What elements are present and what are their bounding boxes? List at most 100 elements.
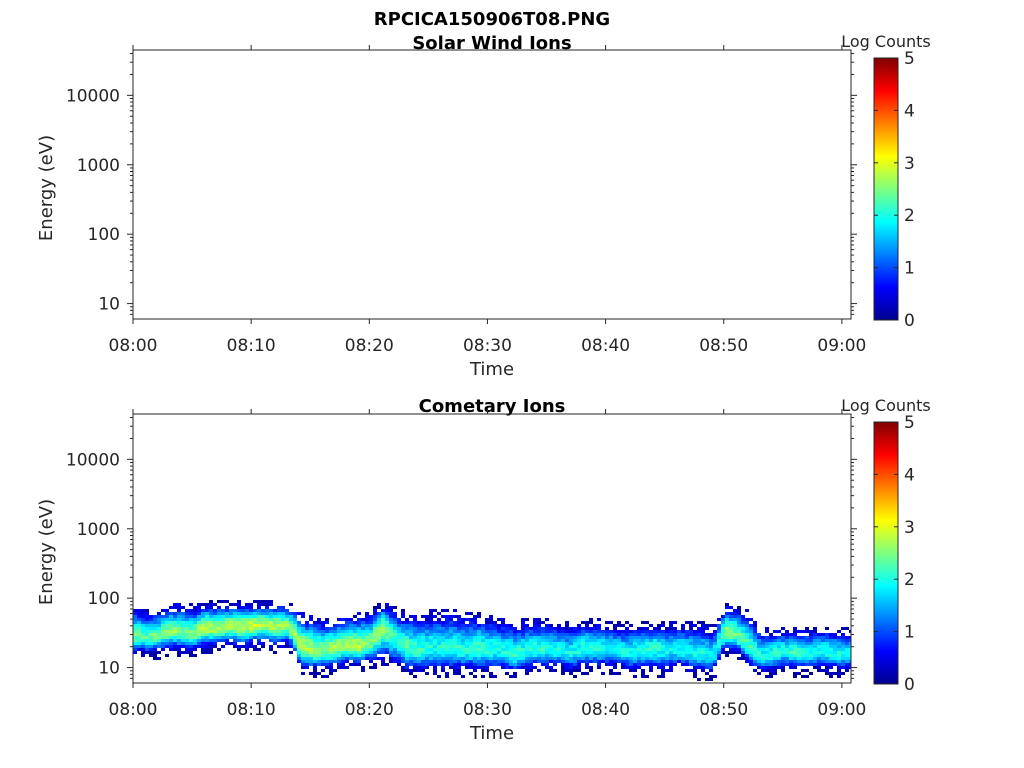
heatmap-cell	[641, 660, 645, 663]
heatmap-cell	[409, 633, 413, 636]
heatmap-cell	[561, 660, 565, 663]
heatmap-cell	[209, 609, 213, 612]
heatmap-cell	[189, 618, 193, 621]
heatmap-cell	[785, 654, 789, 657]
heatmap-cell	[625, 642, 629, 645]
heatmap-cell	[489, 672, 493, 675]
heatmap-cell	[473, 630, 477, 633]
heatmap-cell	[665, 636, 669, 639]
heatmap-cell	[353, 639, 357, 642]
heatmap-cell	[613, 636, 617, 639]
heatmap-cell	[413, 618, 417, 621]
heatmap-cell	[193, 633, 197, 636]
heatmap-cell	[593, 639, 597, 642]
heatmap-cell	[669, 663, 673, 666]
heatmap-cell	[217, 624, 221, 627]
heatmap-cell	[645, 639, 649, 642]
heatmap-cell	[133, 630, 137, 633]
heatmap-cell	[457, 672, 461, 675]
heatmap-cell	[713, 636, 717, 639]
heatmap-cell	[577, 633, 581, 636]
heatmap-cell	[253, 645, 257, 648]
heatmap-cell	[561, 645, 565, 648]
heatmap-cell	[657, 675, 661, 678]
heatmap-cell	[341, 633, 345, 636]
heatmap-cell	[433, 645, 437, 648]
heatmap-cell	[205, 606, 209, 609]
heatmap-cell	[357, 612, 361, 615]
heatmap-cell	[205, 609, 209, 612]
heatmap-cell	[801, 648, 805, 651]
heatmap-cell	[429, 654, 433, 657]
heatmap-cell	[145, 621, 149, 624]
heatmap-cell	[573, 642, 577, 645]
heatmap-cell	[629, 639, 633, 642]
heatmap-cell	[465, 627, 469, 630]
heatmap-cell	[625, 651, 629, 654]
heatmap-cell	[269, 636, 273, 639]
heatmap-cell	[349, 642, 353, 645]
heatmap-cell	[765, 666, 769, 669]
heatmap-cell	[249, 627, 253, 630]
heatmap-cell	[693, 645, 697, 648]
heatmap-cell	[533, 654, 537, 657]
heatmap-cell	[449, 654, 453, 657]
heatmap-cell	[357, 630, 361, 633]
heatmap-cell	[241, 627, 245, 630]
heatmap-cell	[209, 648, 213, 651]
heatmap-cell	[737, 645, 741, 648]
heatmap-cell	[605, 651, 609, 654]
heatmap-cell	[609, 669, 613, 672]
heatmap-cell	[769, 663, 773, 666]
heatmap-cell	[593, 660, 597, 663]
heatmap-cell	[429, 612, 433, 615]
heatmap-cell	[389, 657, 393, 660]
heatmap-cell	[597, 663, 601, 666]
heatmap-cell	[417, 639, 421, 642]
heatmap-cell	[389, 627, 393, 630]
heatmap-cell	[361, 669, 365, 672]
y-tick-label: 10	[98, 295, 120, 315]
heatmap-cell	[181, 642, 185, 645]
heatmap-cell	[797, 660, 801, 663]
heatmap-cell	[689, 669, 693, 672]
heatmap-cell	[509, 639, 513, 642]
heatmap-cell	[781, 648, 785, 651]
heatmap-cell	[461, 651, 465, 654]
heatmap-cell	[173, 603, 177, 606]
heatmap-cell	[237, 609, 241, 612]
heatmap-cell	[629, 624, 633, 627]
heatmap-cell	[825, 636, 829, 639]
heatmap-cell	[257, 639, 261, 642]
heatmap-cell	[781, 669, 785, 672]
heatmap-cell	[385, 633, 389, 636]
y-tick-label: 1000	[77, 156, 120, 176]
heatmap-cell	[377, 630, 381, 633]
heatmap-cell	[525, 627, 529, 630]
heatmap-cell	[841, 660, 845, 663]
heatmap-cell	[289, 621, 293, 624]
heatmap-cell	[669, 639, 673, 642]
heatmap-cell	[237, 603, 241, 606]
heatmap-cell	[153, 633, 157, 636]
heatmap-cell	[189, 624, 193, 627]
heatmap-cell	[837, 651, 841, 654]
heatmap-cell	[397, 660, 401, 663]
heatmap-cell	[649, 639, 653, 642]
heatmap-cell	[249, 636, 253, 639]
heatmap-cell	[357, 636, 361, 639]
heatmap-cell	[437, 675, 441, 678]
heatmap-cell	[353, 648, 357, 651]
heatmap-cell	[309, 648, 313, 651]
heatmap-cell	[693, 672, 697, 675]
heatmap-cell	[613, 672, 617, 675]
heatmap-cell	[433, 639, 437, 642]
heatmap-cell	[585, 651, 589, 654]
heatmap-cell	[829, 660, 833, 663]
heatmap-cell	[525, 669, 529, 672]
heatmap-cell	[493, 642, 497, 645]
heatmap-cell	[373, 627, 377, 630]
heatmap-cell	[705, 672, 709, 675]
heatmap-cell	[369, 621, 373, 624]
